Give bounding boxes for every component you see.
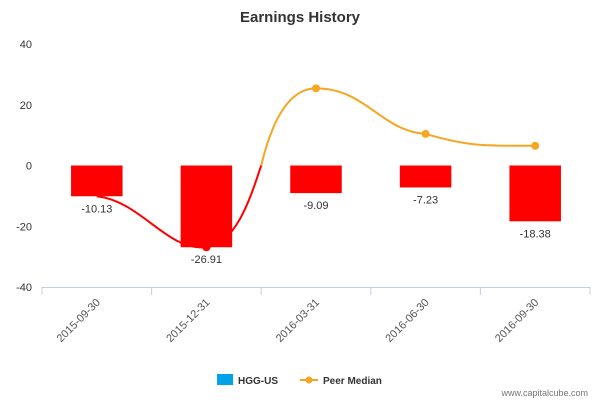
peer-median-point <box>312 84 320 93</box>
bar-data-label: -7.23 <box>413 194 438 206</box>
x-tick-label: 2016-06-30 <box>383 297 431 345</box>
bar-2015-12-31 <box>180 165 233 248</box>
bar-data-label: -10.13 <box>81 203 112 215</box>
y-axis: 40 20 0 -20 -40 <box>16 39 32 294</box>
legend-marker-peer-median <box>305 376 313 384</box>
chart-title: Earnings History <box>240 9 361 26</box>
legend-item-hgg[interactable]: HGG-US <box>217 374 278 387</box>
data-labels: -10.13 -26.91 -9.09 -7.23 -18.38 <box>81 194 551 266</box>
legend: HGG-US Peer Median <box>217 374 382 387</box>
bar-2016-03-31 <box>290 165 342 194</box>
x-tick-label: 2016-03-31 <box>274 297 322 345</box>
peer-median-point <box>421 129 430 138</box>
peer-median-point <box>531 141 540 150</box>
x-axis-ticks <box>41 287 591 295</box>
y-tick-label: -20 <box>16 221 32 233</box>
bar-2016-09-30 <box>509 165 561 222</box>
bars <box>71 165 561 248</box>
x-tick-labels: 2015-09-30 2015-12-31 2016-03-31 2016-06… <box>55 297 542 345</box>
bar-2015-09-30 <box>71 165 123 197</box>
legend-label-hgg: HGG-US <box>238 376 278 387</box>
y-tick-label: 20 <box>20 100 32 112</box>
peer-median-line-positive-segment <box>260 87 536 166</box>
x-tick-label: 2016-09-30 <box>493 297 541 345</box>
x-tick-label: 2015-12-31 <box>164 297 212 345</box>
y-tick-label: 40 <box>20 39 32 51</box>
credit-text: www.capitalcube.com <box>500 388 588 398</box>
bar-data-label: -9.09 <box>303 200 328 212</box>
legend-item-peer-median[interactable]: Peer Median <box>300 376 382 387</box>
y-tick-label: 0 <box>26 161 32 173</box>
peer-median-point <box>202 243 211 252</box>
bar-data-label: -26.91 <box>191 254 222 266</box>
y-tick-label: -40 <box>16 282 32 294</box>
legend-label-peer-median: Peer Median <box>323 376 382 387</box>
peer-median-line <box>96 84 540 252</box>
x-tick-label: 2015-09-30 <box>55 297 103 345</box>
bar-2016-06-30 <box>399 165 452 188</box>
legend-swatch-hgg <box>217 374 233 385</box>
bar-data-label: -18.38 <box>520 228 551 240</box>
